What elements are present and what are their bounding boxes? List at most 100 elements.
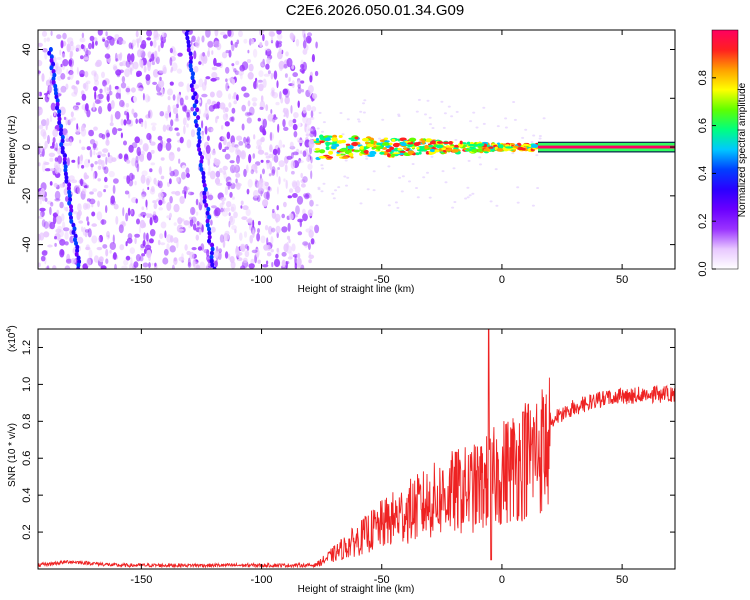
noise-cell: [207, 41, 213, 48]
noise-cell: [79, 37, 86, 43]
noise-cell: [343, 175, 347, 178]
noise-cell: [308, 259, 312, 264]
streak-cell: [212, 266, 217, 269]
noise-cell: [231, 225, 238, 231]
noise-cell: [144, 103, 149, 109]
noise-cell: [146, 132, 152, 141]
noise-cell: [56, 34, 62, 40]
noise-cell: [257, 187, 265, 194]
streak-cell: [67, 193, 72, 199]
noise-cell: [310, 170, 313, 180]
noise-cell: [140, 121, 144, 128]
noise-cell: [260, 95, 264, 102]
noise-cell: [107, 152, 110, 157]
noise-cell: [258, 145, 262, 152]
noise-cell: [260, 235, 266, 244]
noise-cell: [292, 193, 298, 198]
noise-cell: [166, 138, 172, 143]
noise-cell: [241, 61, 249, 71]
noise-cell: [114, 110, 121, 120]
noise-cell: [124, 190, 130, 195]
noise-cell: [331, 192, 335, 195]
noise-cell: [280, 97, 284, 104]
streak-cell: [75, 244, 80, 250]
streak-cell: [205, 222, 210, 228]
noise-cell: [68, 58, 75, 68]
noise-cell: [238, 30, 243, 38]
signal-cell: [350, 139, 358, 142]
noise-cell: [59, 201, 64, 209]
noise-cell: [297, 231, 303, 236]
signal-cell: [351, 142, 358, 147]
noise-cell: [88, 159, 90, 164]
streak-cell: [51, 79, 56, 85]
noise-cell: [59, 49, 62, 56]
noise-cell: [131, 108, 135, 115]
signal-cell: [424, 144, 429, 149]
noise-cell: [310, 238, 315, 245]
noise-cell: [290, 105, 293, 114]
noise-cell: [281, 251, 287, 257]
noise-cell: [295, 38, 300, 47]
noise-cell: [166, 124, 171, 131]
noise-cell: [78, 220, 84, 224]
noise-cell: [244, 143, 247, 148]
noise-cell: [202, 52, 206, 57]
noise-cell: [302, 40, 307, 49]
signal-cell: [432, 140, 435, 144]
signal-cell: [336, 153, 341, 157]
noise-cell: [309, 225, 314, 231]
noise-cell: [93, 255, 99, 263]
noise-cell: [297, 100, 300, 108]
noise-cell: [269, 145, 272, 152]
noise-cell: [250, 258, 255, 265]
noise-cell: [191, 35, 196, 43]
noise-cell: [66, 43, 71, 53]
streak-cell: [197, 139, 202, 144]
noise-cell: [320, 190, 324, 193]
noise-cell: [172, 94, 176, 101]
noise-cell: [98, 106, 103, 115]
noise-cell: [252, 48, 258, 58]
noise-cell: [82, 83, 87, 89]
noise-cell: [131, 62, 134, 71]
noise-cell: [228, 49, 232, 58]
noise-cell: [222, 136, 226, 141]
streak-cell: [47, 50, 52, 56]
noise-cell: [150, 186, 155, 193]
noise-cell: [209, 170, 216, 180]
noise-cell: [264, 181, 269, 187]
streak-cell: [57, 109, 62, 115]
noise-cell: [205, 265, 209, 269]
noise-cell: [224, 153, 231, 160]
noise-cell: [287, 222, 291, 232]
y-tick-label: 20: [21, 92, 33, 104]
noise-cell: [89, 35, 95, 42]
noise-cell: [186, 111, 190, 118]
noise-cell: [83, 57, 90, 61]
noise-cell: [68, 70, 74, 76]
noise-cell: [235, 145, 239, 153]
noise-cell: [310, 110, 314, 119]
noise-cell: [160, 221, 167, 229]
noise-cell: [115, 92, 120, 99]
noise-cell: [291, 80, 295, 89]
noise-cell: [97, 154, 101, 159]
streak-cell: [58, 131, 63, 137]
streak-cell: [205, 210, 210, 216]
streak-cell: [48, 47, 53, 52]
noise-cell: [47, 244, 53, 248]
noise-cell: [193, 65, 199, 73]
noise-cell: [173, 257, 178, 266]
noise-cell: [286, 57, 293, 68]
noise-cell: [359, 110, 363, 113]
noise-cell: [169, 196, 173, 204]
spectrogram-frame: [37, 29, 676, 270]
streak-cell: [189, 67, 194, 73]
noise-cell: [106, 93, 110, 103]
noise-cell: [397, 115, 401, 117]
noise-cell: [181, 171, 186, 180]
noise-cell: [146, 178, 150, 186]
noise-cell: [265, 48, 272, 57]
noise-cell: [120, 118, 124, 126]
